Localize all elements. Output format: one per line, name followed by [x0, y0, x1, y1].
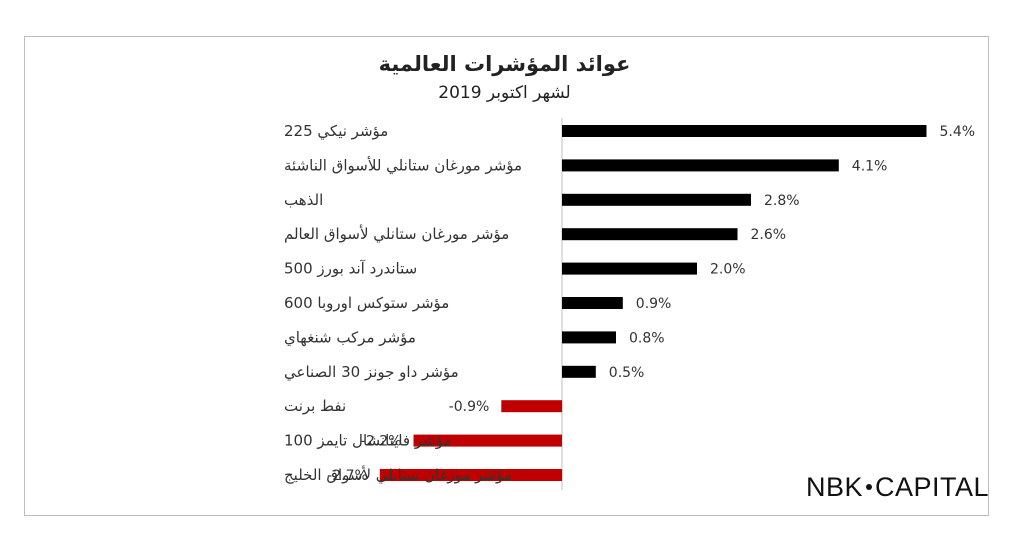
data-label: -2.2% — [361, 434, 402, 450]
category-label: مؤشر مورغان ستانلي لأسواق العالم — [284, 224, 509, 244]
category-label: مؤشر نيكي 225 — [284, 122, 388, 141]
bar — [562, 228, 738, 241]
data-label: 0.9% — [636, 296, 672, 312]
chart-title: عوائد المؤشرات العالمية — [378, 52, 631, 76]
data-label: 2.6% — [751, 227, 787, 243]
logo-dot — [866, 483, 873, 490]
category-label: مؤشر مورغان ستانلي للأسواق الناشئة — [284, 155, 522, 175]
logo-text-right: CAPITAL — [875, 472, 990, 502]
bar — [562, 365, 596, 378]
data-label: 0.8% — [629, 330, 665, 346]
bar — [413, 434, 562, 447]
data-label: 4.1% — [852, 158, 888, 174]
category-label: الذهب — [284, 191, 323, 209]
nbk-capital-logo: NBK CAPITAL — [806, 472, 989, 503]
category-label: نفط برنت — [284, 397, 346, 415]
data-label: 0.5% — [609, 365, 645, 381]
data-label: 2.0% — [710, 262, 746, 278]
bar — [562, 125, 927, 137]
data-label: -2.7% — [327, 468, 368, 484]
category-label: مؤشر داو جونز 30 الصناعي — [284, 363, 459, 382]
bar — [562, 193, 751, 206]
bar — [562, 262, 697, 275]
bar — [379, 469, 563, 481]
data-label: -0.9% — [449, 399, 490, 415]
bar — [562, 331, 616, 344]
category-label: مؤشر مركب شنغهاي — [284, 328, 416, 347]
category-label: مؤشر ستوكس اوروبا 600 — [284, 294, 449, 312]
chart-subtitle: لشهر اكتوبر 2019 — [438, 83, 571, 103]
category-label: مؤشر مورغان ستانلي لأسواق الخليج — [284, 465, 512, 485]
chart-frame — [24, 36, 989, 516]
category-label: مؤشر فاينانشال تايمز 100 — [284, 432, 451, 450]
bar — [501, 400, 563, 413]
bar — [562, 297, 623, 309]
logo-text-left: NBK — [806, 472, 864, 502]
data-label: 5.4% — [940, 124, 976, 140]
category-label: ستاندرد آند بورز 500 — [284, 260, 417, 278]
data-label: 2.8% — [764, 193, 800, 209]
bar — [562, 159, 839, 172]
